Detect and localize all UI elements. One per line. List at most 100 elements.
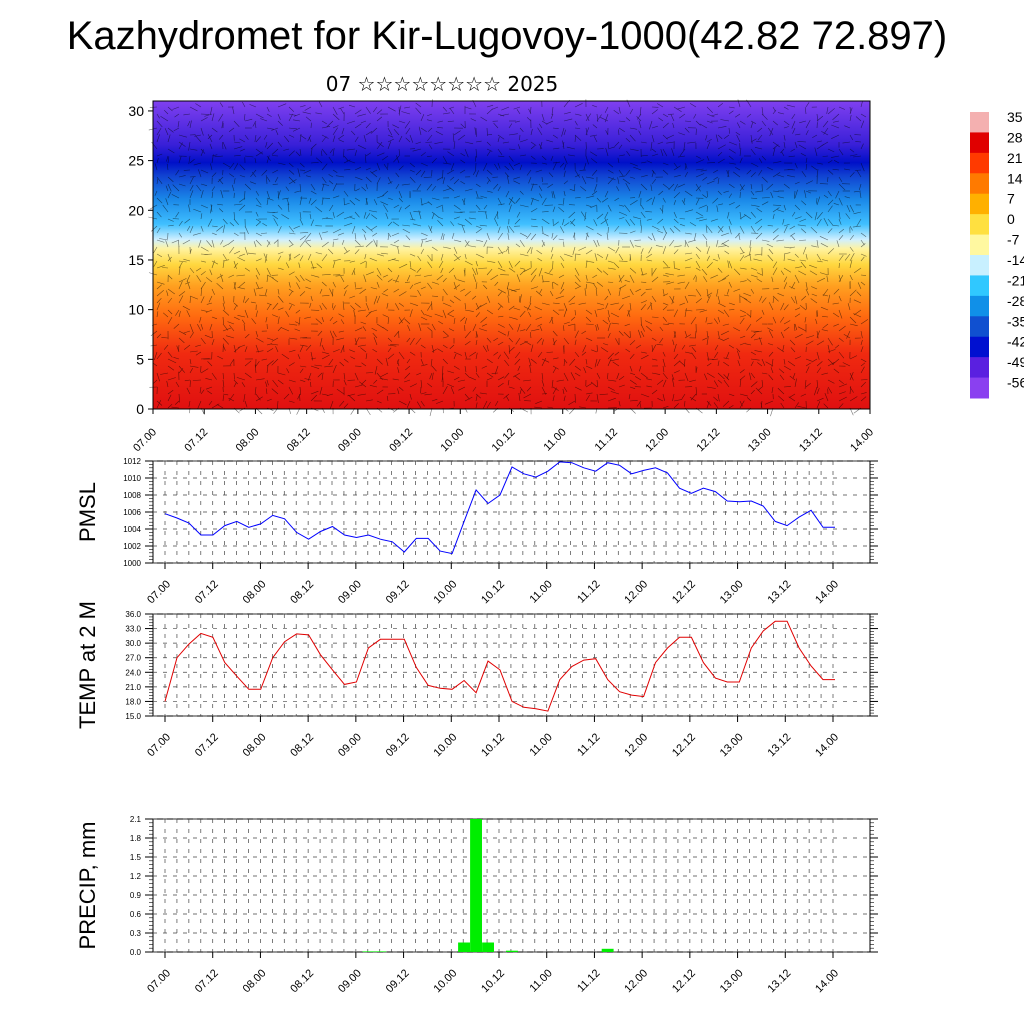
wind-barb: [448, 328, 455, 332]
wind-barb: [728, 202, 735, 206]
wind-barb: [226, 335, 235, 339]
wind-barb: [669, 239, 675, 247]
wind-barb: [574, 281, 580, 287]
wind-barb: [827, 169, 834, 175]
wind-barb: [673, 106, 682, 113]
wind-barb: [512, 372, 521, 378]
wind-barb: [713, 402, 719, 409]
wind-barb: [842, 362, 851, 367]
wind-barb: [387, 106, 396, 112]
wind-barb: [772, 213, 775, 220]
x-tick-label: 12.12: [670, 578, 698, 606]
wind-barb: [816, 260, 823, 263]
wind-barb: [292, 127, 301, 132]
wind-barb: [757, 127, 763, 133]
wind-barb: [860, 281, 866, 286]
wind-barb: [178, 266, 181, 276]
wind-barb: [354, 336, 360, 346]
wind-barb: [376, 323, 384, 329]
wind-barb: [420, 238, 428, 241]
wind-barb: [508, 155, 514, 162]
wind-barb: [310, 274, 320, 278]
wind-barb: [599, 393, 609, 395]
wind-barb: [835, 190, 840, 199]
wind-barb: [277, 400, 279, 409]
wind-barb: [746, 313, 752, 318]
wind-barb: [270, 343, 279, 346]
wind-barb: [607, 323, 611, 332]
x-tick-label: 14.00: [813, 731, 841, 759]
wind-barb: [625, 219, 631, 227]
wind-barb: [823, 127, 829, 135]
wind-barb: [794, 141, 798, 149]
wind-barb: [789, 393, 796, 398]
wind-barb: [583, 367, 587, 374]
grid: [153, 460, 870, 564]
wind-barb: [662, 260, 669, 267]
wind-barb: [154, 190, 158, 196]
wind-barb: [560, 262, 565, 269]
wind-barb: [777, 395, 785, 402]
wind-barb: [735, 132, 741, 136]
wind-barb: [159, 238, 169, 241]
wind-barb: [581, 330, 587, 334]
wind-barb: [486, 190, 493, 193]
wind-barb: [724, 250, 730, 255]
wind-barb: [175, 309, 180, 316]
wind-barb: [449, 299, 455, 304]
wind-barb: [431, 211, 440, 218]
wind-barb: [310, 365, 320, 369]
wind-barb: [288, 113, 297, 116]
wind-barb: [354, 197, 360, 202]
wind-barb: [183, 330, 191, 334]
wind-barb: [607, 260, 613, 263]
wind-barb: [167, 183, 172, 192]
wind-barb: [438, 321, 444, 325]
wind-barb: [530, 225, 538, 228]
wind-barb: [728, 309, 735, 311]
wind-barb: [618, 400, 621, 407]
x-tick-label: 09.00: [336, 731, 364, 759]
wind-barb: [209, 269, 213, 276]
x-tick-label: 11.12: [593, 426, 620, 453]
wind-barb: [387, 197, 393, 200]
wind-barb: [365, 271, 374, 276]
wind-barb: [659, 337, 664, 344]
wind-barb: [702, 176, 708, 181]
wind-barb: [321, 372, 324, 381]
wind-barb: [705, 316, 708, 323]
wind-barb: [189, 176, 194, 185]
wind-barb: [706, 262, 713, 269]
wind-barb: [800, 153, 807, 157]
wind-barb: [706, 141, 711, 150]
x-tick-label: 11.00: [541, 426, 568, 453]
wind-barb: [637, 113, 642, 120]
wind-barb: [582, 344, 587, 353]
wind-barb: [552, 309, 560, 316]
wind-barb: [607, 176, 616, 181]
wind-barb: [403, 245, 411, 248]
wind-barb: [805, 340, 814, 346]
wind-barb: [381, 252, 389, 255]
wind-barb: [849, 371, 854, 381]
wind-barb: [349, 349, 356, 353]
wind-barb: [768, 351, 774, 357]
wind-barb: [508, 386, 515, 389]
wind-barb: [759, 295, 763, 302]
wind-barb: [354, 166, 362, 171]
wind-barb: [263, 134, 268, 140]
wind-barb: [464, 106, 472, 110]
x-tick-label: 12.12: [670, 967, 698, 995]
wind-barb: [607, 162, 614, 168]
wind-barb: [805, 366, 810, 374]
y-tick-label: 10: [128, 302, 144, 318]
wind-barb: [359, 381, 367, 388]
wind-barb: [472, 274, 477, 283]
wind-barb: [821, 372, 829, 375]
wind-barb: [287, 203, 290, 213]
wind-barb: [453, 130, 461, 136]
wind-barb: [849, 107, 853, 115]
wind-barb: [288, 323, 298, 326]
wind-barb: [233, 305, 237, 311]
wind-barb: [281, 353, 290, 360]
